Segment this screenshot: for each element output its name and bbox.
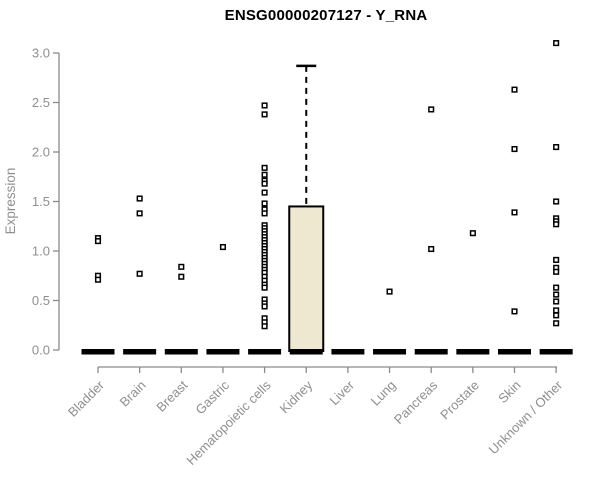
chart-title: ENSG00000207127 - Y_RNA	[224, 7, 428, 24]
median-bar	[164, 349, 198, 355]
outlier-point	[553, 291, 560, 298]
category-label: Pancreas	[391, 377, 441, 427]
outlier-point	[553, 298, 560, 305]
category-label: Gastric	[192, 377, 232, 417]
outlier-point	[261, 111, 268, 118]
y-tick-label: 1.5	[32, 194, 50, 209]
outlier-point	[94, 276, 102, 283]
outlier-point	[511, 308, 518, 315]
box-rect	[288, 205, 325, 352]
median-bar	[289, 349, 323, 355]
category-label: Bladder	[65, 377, 108, 420]
outlier-point	[261, 164, 268, 171]
category-label: Kidney	[277, 377, 316, 416]
median-bar	[414, 349, 448, 355]
median-bar	[331, 349, 365, 355]
outlier-point	[553, 284, 560, 291]
median-bar	[498, 349, 531, 355]
y-tick-label: 1.0	[32, 244, 50, 259]
category-label: Prostate	[437, 378, 482, 423]
y-tick-label: 2.0	[32, 145, 50, 160]
y-tick-label: 0.5	[32, 293, 50, 308]
outlier-point	[261, 102, 268, 109]
outlier-point	[553, 312, 560, 319]
median-bar	[456, 349, 490, 355]
outlier-point	[261, 189, 268, 196]
category-label: Brain	[117, 378, 149, 410]
median-bar	[206, 349, 240, 355]
outlier-point	[469, 230, 476, 237]
median-bar	[248, 349, 282, 355]
outlier-point	[553, 221, 560, 228]
outlier-point	[94, 238, 102, 245]
category-label: Skin	[495, 378, 523, 406]
outlier-point	[386, 288, 393, 295]
y-axis-title: Expression	[3, 168, 18, 235]
outlier-point	[428, 245, 435, 253]
outlier-point	[553, 40, 560, 47]
y-tick-label: 3.0	[32, 46, 50, 61]
category-label: Unknown / Other	[486, 377, 566, 457]
category-label: Lung	[368, 378, 399, 409]
outlier-point	[261, 180, 268, 187]
outlier-point	[261, 303, 268, 310]
outlier-point	[553, 256, 560, 263]
outlier-point	[261, 210, 268, 217]
outlier-point	[219, 243, 226, 251]
outlier-point	[136, 210, 143, 217]
outlier-point	[261, 171, 268, 178]
median-bar	[123, 349, 157, 355]
outlier-point	[136, 195, 143, 202]
y-tick-label: 2.5	[32, 95, 50, 110]
median-bar	[373, 349, 407, 355]
outlier-point	[428, 106, 435, 113]
category-label: Liver	[326, 377, 357, 408]
median-bar	[539, 349, 573, 355]
outlier-point	[261, 200, 268, 207]
median-bar	[81, 349, 115, 355]
outlier-point	[136, 270, 143, 277]
outlier-point	[511, 86, 518, 93]
outlier-point	[511, 209, 518, 216]
category-label: Breast	[153, 377, 190, 414]
outlier-point	[261, 323, 268, 330]
outlier-point	[553, 144, 560, 151]
outlier-point	[511, 145, 518, 153]
outlier-point	[553, 320, 560, 327]
outlier-point	[553, 268, 560, 275]
y-tick-label: 0.0	[32, 343, 50, 358]
outlier-point	[553, 198, 560, 205]
outlier-point	[553, 307, 560, 314]
outlier-point	[261, 284, 268, 291]
outlier-point	[178, 263, 185, 270]
outlier-point	[178, 273, 185, 280]
